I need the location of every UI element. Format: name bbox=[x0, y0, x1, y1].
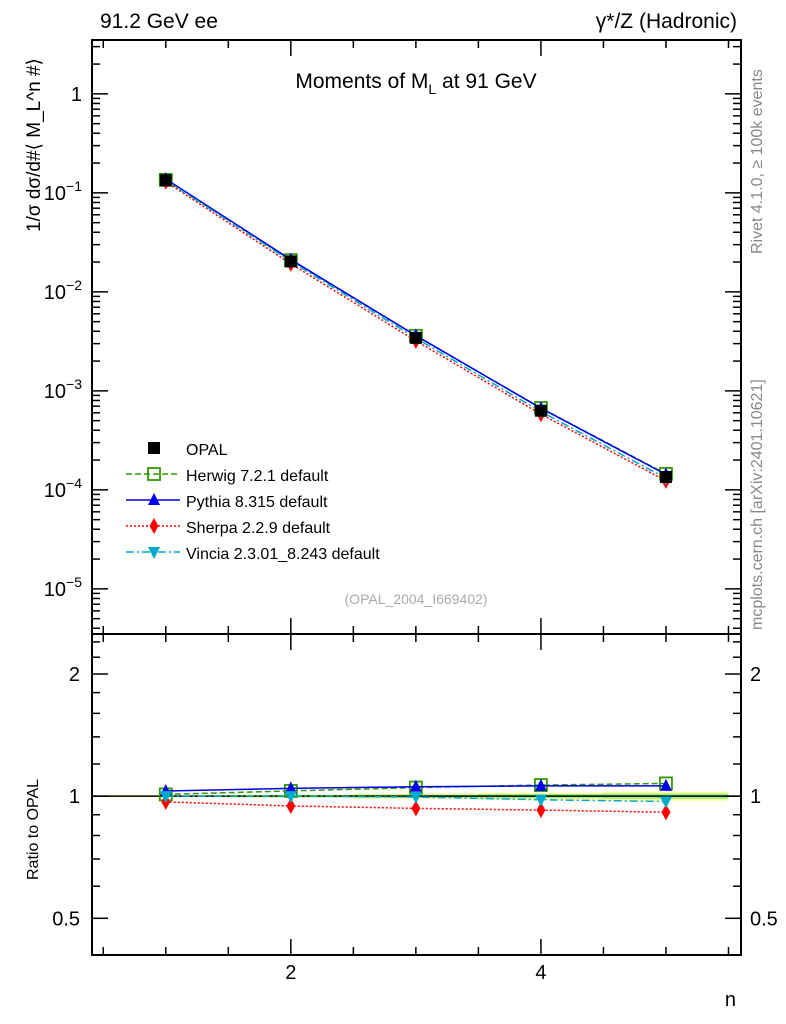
legend-herwig-marker bbox=[147, 467, 161, 481]
opal-data-point bbox=[534, 404, 547, 417]
legend-sherpa-label: Sherpa 2.2.9 default bbox=[186, 520, 331, 537]
y-tick-label: 10−1 bbox=[44, 178, 82, 205]
sherpa-ratio-point bbox=[661, 804, 671, 821]
vincia-ratio-line bbox=[165, 795, 666, 803]
legend-opal-marker bbox=[148, 442, 160, 454]
opal-data-point bbox=[284, 255, 297, 268]
mcplots-label: mcplots.cern.ch [arXiv:2401.10621] bbox=[749, 379, 766, 630]
opal-data-point bbox=[409, 331, 422, 344]
vincia-ratio-point bbox=[659, 796, 672, 809]
y-tick-label: 10−5 bbox=[44, 574, 82, 601]
ratio-axis-label: Ratio to OPAL bbox=[25, 779, 42, 880]
chart-title: Moments of ML at 91 GeV bbox=[295, 70, 536, 97]
rivet-label: Rivet 4.1.0, ≥ 100k events bbox=[749, 69, 766, 254]
ratio-tick-label-right: 0.5 bbox=[750, 908, 778, 930]
ratio-tick-label-right: 2 bbox=[750, 664, 761, 686]
y-tick-label: 1 bbox=[71, 84, 82, 106]
sherpa-ratio-point bbox=[536, 802, 546, 819]
ratio-tick-label-right: 1 bbox=[750, 786, 761, 808]
herwig-ratio-line bbox=[165, 782, 666, 796]
analysis-watermark: (OPAL_2004_I669402) bbox=[345, 591, 488, 607]
pythia-ratio-point bbox=[659, 778, 672, 791]
y-tick-label: 10−2 bbox=[44, 277, 82, 304]
legend-sherpa-marker bbox=[149, 518, 159, 534]
legend-opal-label: OPAL bbox=[186, 442, 228, 459]
sherpa-ratio-line bbox=[165, 801, 666, 813]
sherpa-ratio-point bbox=[286, 797, 296, 814]
vincia-ratio-point bbox=[284, 791, 297, 804]
ratio-tick-label-left: 0.5 bbox=[52, 908, 80, 930]
opal-data-point bbox=[659, 470, 672, 483]
header-right: γ*/Z (Hadronic) bbox=[596, 10, 737, 33]
y-tick-label: 10−3 bbox=[44, 376, 82, 403]
ratio-tick-label-left: 1 bbox=[69, 786, 80, 808]
legend-pythia-label: Pythia 8.315 default bbox=[186, 494, 328, 511]
pythia-ratio-point bbox=[534, 778, 547, 791]
pythia-line bbox=[165, 178, 667, 476]
x-tick-label: 2 bbox=[285, 962, 296, 984]
y-tick-label: 10−4 bbox=[44, 475, 82, 502]
ratio-tick-label-left: 2 bbox=[69, 664, 80, 686]
vincia-ratio-point bbox=[534, 794, 547, 807]
legend-herwig-label: Herwig 7.2.1 default bbox=[186, 468, 329, 485]
y-axis-label: 1/σ dσ/d#⟨ M_L^n #⟩ bbox=[24, 58, 45, 232]
vincia-ratio-point bbox=[159, 791, 172, 804]
sherpa-ratio-point bbox=[411, 800, 421, 817]
x-tick-label: 4 bbox=[535, 962, 546, 984]
x-axis-label: n bbox=[725, 989, 736, 1011]
legend-vincia-label: Vincia 2.3.01_8.243 default bbox=[186, 546, 380, 563]
vincia-ratio-point bbox=[409, 792, 422, 805]
herwig-line bbox=[165, 179, 667, 475]
pythia-ratio-point bbox=[284, 781, 297, 794]
legend-vincia-marker bbox=[148, 547, 160, 559]
header-left: 91.2 GeV ee bbox=[100, 10, 218, 33]
pythia-ratio-point bbox=[409, 779, 422, 792]
opal-data-point bbox=[159, 174, 172, 187]
legend-pythia-marker bbox=[148, 493, 160, 505]
